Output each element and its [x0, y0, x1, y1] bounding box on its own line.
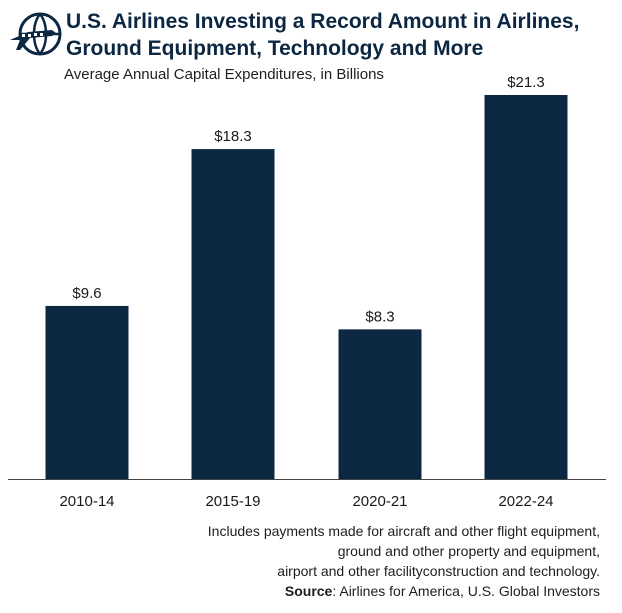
- bar-2010-14: [45, 305, 129, 479]
- footnote-line-3: airport and other facilityconstruction a…: [277, 563, 600, 579]
- source-text: : Airlines for America, U.S. Global Inve…: [332, 583, 600, 599]
- source-label: Source: [284, 583, 333, 599]
- chart-footnote: Includes payments made for aircraft and …: [208, 521, 600, 601]
- chart-title-line-1: U.S. Airlines Investing a Record Amount …: [66, 10, 580, 33]
- bar-2015-19: [191, 149, 275, 479]
- data-label-2020-21: $8.3: [365, 308, 394, 325]
- x-tick-label-2010-14: 2010-14: [59, 493, 114, 510]
- data-label-2022-24: $21.3: [507, 74, 545, 91]
- data-label-2010-14: $9.6: [72, 285, 101, 302]
- footnote-line-2: ground and other property and equipment,: [337, 543, 600, 559]
- x-tick-label-2022-24: 2022-24: [498, 493, 553, 510]
- bar-2022-24: [484, 95, 568, 479]
- chart-title-line-2: Ground Equipment, Technology and More: [66, 37, 484, 60]
- chart-title: U.S. Airlines Investing a Record Amount …: [66, 8, 606, 62]
- airplane-globe-icon: [10, 12, 62, 56]
- bar-2020-21: [338, 329, 422, 479]
- chart-subtitle: Average Annual Capital Expenditures, in …: [64, 66, 384, 83]
- data-label-2015-19: $18.3: [214, 128, 252, 145]
- x-tick-label-2020-21: 2020-21: [352, 493, 407, 510]
- x-tick-label-2015-19: 2015-19: [205, 493, 260, 510]
- footnote-line-1: Includes payments made for aircraft and …: [207, 523, 600, 539]
- source-line: Source: Airlines for America, U.S. Globa…: [208, 581, 600, 601]
